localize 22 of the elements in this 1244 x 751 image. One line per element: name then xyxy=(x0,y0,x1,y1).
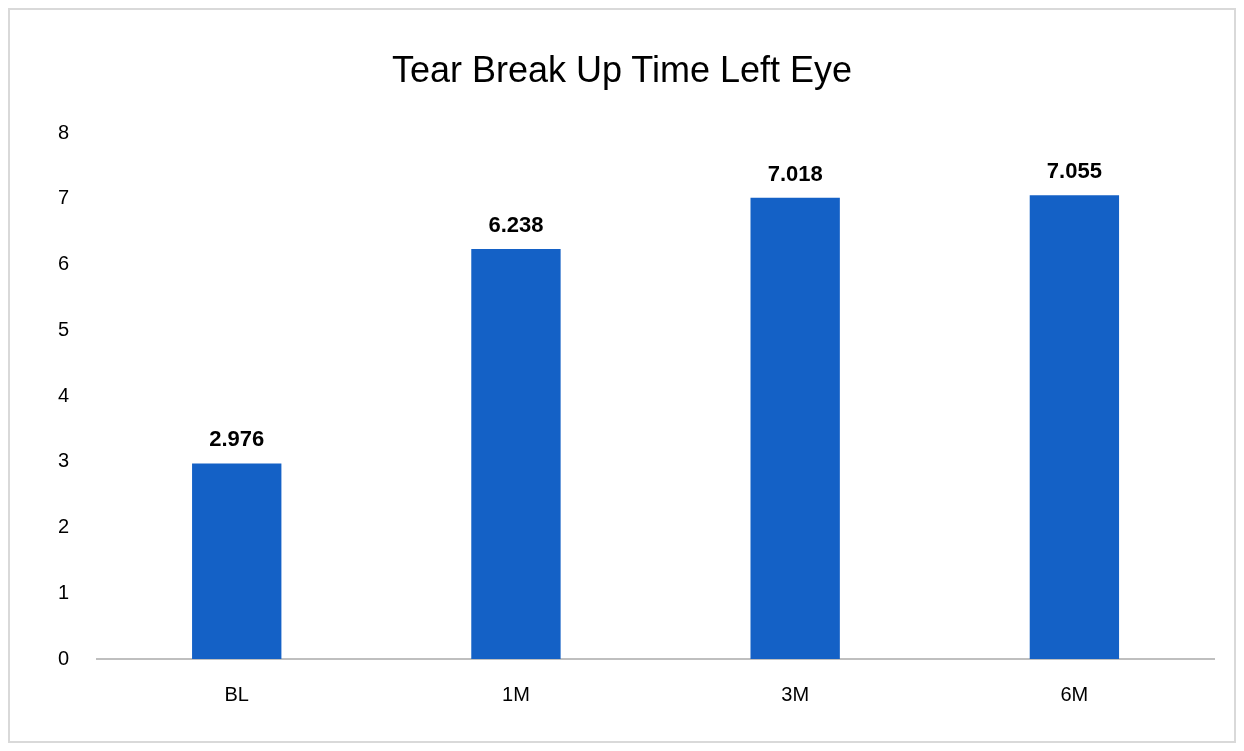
chart-title: Tear Break Up Time Left Eye xyxy=(391,48,853,90)
y-tick-label: 5 xyxy=(58,317,70,340)
y-tick-label: 6 xyxy=(58,252,70,275)
y-tick-label: 4 xyxy=(58,383,70,406)
x-tick-label: BL xyxy=(224,682,249,705)
data-label: 2.976 xyxy=(209,426,265,452)
y-tick-label: 7 xyxy=(58,186,70,209)
bar xyxy=(471,249,561,659)
data-label: 7.055 xyxy=(1046,158,1102,184)
y-tick-label: 8 xyxy=(58,120,70,143)
x-tick-label: 1M xyxy=(502,682,530,705)
bar xyxy=(750,197,840,659)
y-tick-label: 1 xyxy=(58,580,70,603)
x-tick-label: 3M xyxy=(781,682,810,705)
y-tick-label: 3 xyxy=(58,449,70,472)
y-tick-label: 0 xyxy=(58,646,70,669)
bar xyxy=(1029,195,1120,659)
bar xyxy=(192,463,282,659)
data-label: 7.018 xyxy=(767,160,823,186)
data-label: 6.238 xyxy=(488,212,544,238)
y-tick-label: 2 xyxy=(58,515,70,538)
x-tick-label: 6M xyxy=(1060,682,1089,705)
